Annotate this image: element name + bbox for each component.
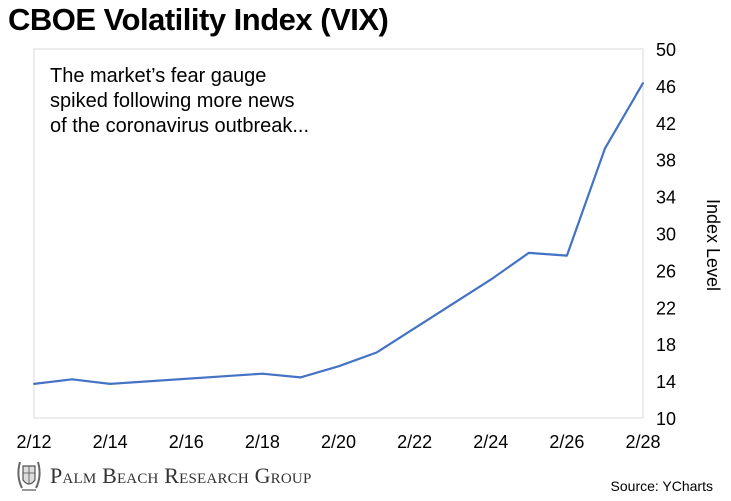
y-tick-label: 26 — [656, 261, 676, 281]
x-tick-label: 2/20 — [321, 432, 356, 452]
y-tick-label: 10 — [656, 409, 676, 429]
y-tick-label: 14 — [656, 372, 676, 392]
x-tick-label: 2/26 — [549, 432, 584, 452]
x-tick-label: 2/22 — [397, 432, 432, 452]
data-point — [375, 351, 378, 354]
x-tick-label: 2/16 — [169, 432, 204, 452]
y-tick-label: 38 — [656, 151, 676, 171]
data-point — [603, 147, 606, 150]
chart-title: CBOE Volatility Index (VIX) — [8, 2, 389, 37]
y-axis-label: Index Level — [703, 199, 723, 291]
x-tick-label: 2/18 — [245, 432, 280, 452]
y-tick-label: 42 — [656, 114, 676, 134]
data-point — [565, 254, 568, 257]
y-tick-label: 22 — [656, 298, 676, 318]
y-tick-label: 30 — [656, 225, 676, 245]
y-tick-label: 50 — [656, 40, 676, 60]
brand-logo: Palm Beach Research Group — [14, 458, 312, 494]
x-tick-label: 2/24 — [473, 432, 508, 452]
data-point — [642, 82, 644, 85]
data-point — [33, 382, 35, 385]
y-tick-label: 34 — [656, 188, 676, 208]
data-point — [489, 278, 492, 281]
data-point — [261, 372, 264, 375]
vix-line — [33, 82, 644, 385]
data-point — [299, 376, 302, 379]
plot-area — [33, 48, 644, 419]
source-note: Source: YCharts — [610, 478, 713, 494]
seal-icon — [17, 461, 41, 491]
data-point — [71, 378, 74, 381]
x-tick-label: 2/28 — [625, 432, 660, 452]
y-tick-label: 18 — [656, 335, 676, 355]
x-tick-label: 2/12 — [16, 432, 51, 452]
data-point — [337, 365, 340, 368]
data-point — [527, 251, 530, 254]
data-point — [109, 382, 112, 385]
x-tick-label: 2/14 — [93, 432, 128, 452]
chart-annotation: The market’s fear gauge spiked following… — [50, 65, 310, 137]
y-tick-label: 46 — [656, 77, 676, 97]
brand-name: Palm Beach Research Group — [50, 463, 312, 488]
